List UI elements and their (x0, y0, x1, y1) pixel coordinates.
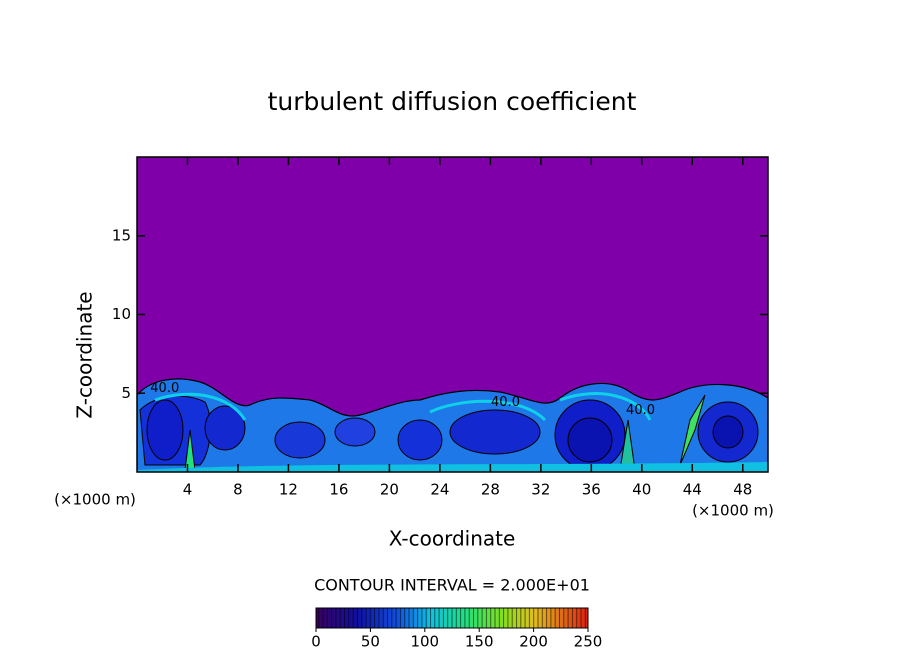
colorbar-tick-label: 0 (311, 633, 321, 651)
x-tick-label: 24 (430, 481, 449, 499)
x-tick-label: 20 (380, 481, 399, 499)
chart-title: turbulent diffusion coefficient (268, 87, 637, 116)
contour-label: 40.0 (150, 381, 179, 396)
x-unit-label: (×1000 m) (692, 502, 774, 520)
x-tick-label: 40 (632, 481, 651, 499)
turbulence-field (137, 378, 768, 472)
x-tick-label: 8 (233, 481, 243, 499)
contour-label: 40.0 (491, 395, 520, 410)
y-unit-label: (×1000 m) (54, 491, 136, 509)
colorbar-frame (315, 607, 589, 629)
x-tick-label: 44 (683, 481, 702, 499)
contour-interval: CONTOUR INTERVAL = 2.000E+01 (314, 576, 590, 595)
colorbar-tick-label: 150 (465, 633, 494, 651)
x-axis-title: X-coordinate (389, 527, 516, 551)
colorbar-tick-label: 50 (361, 633, 380, 651)
colorbar-tick-label: 100 (410, 633, 439, 651)
y-axis-title: Z-coordinate (73, 291, 97, 418)
y-tick-label: 5 (121, 384, 131, 402)
colorbar-tick-label: 200 (519, 633, 548, 651)
contour-label: 40.0 (626, 403, 655, 418)
colorbar-tick-label: 250 (574, 633, 603, 651)
colorbar-stripes (316, 608, 588, 628)
x-tick-label: 48 (733, 481, 752, 499)
x-tick-label: 12 (279, 481, 298, 499)
x-tick-label: 16 (329, 481, 348, 499)
x-tick-label: 36 (582, 481, 601, 499)
x-tick-label: 28 (481, 481, 500, 499)
y-tick-label: 10 (112, 305, 131, 323)
x-tick-label: 4 (183, 481, 193, 499)
x-tick-label: 32 (531, 481, 550, 499)
y-tick-label: 15 (112, 226, 131, 244)
